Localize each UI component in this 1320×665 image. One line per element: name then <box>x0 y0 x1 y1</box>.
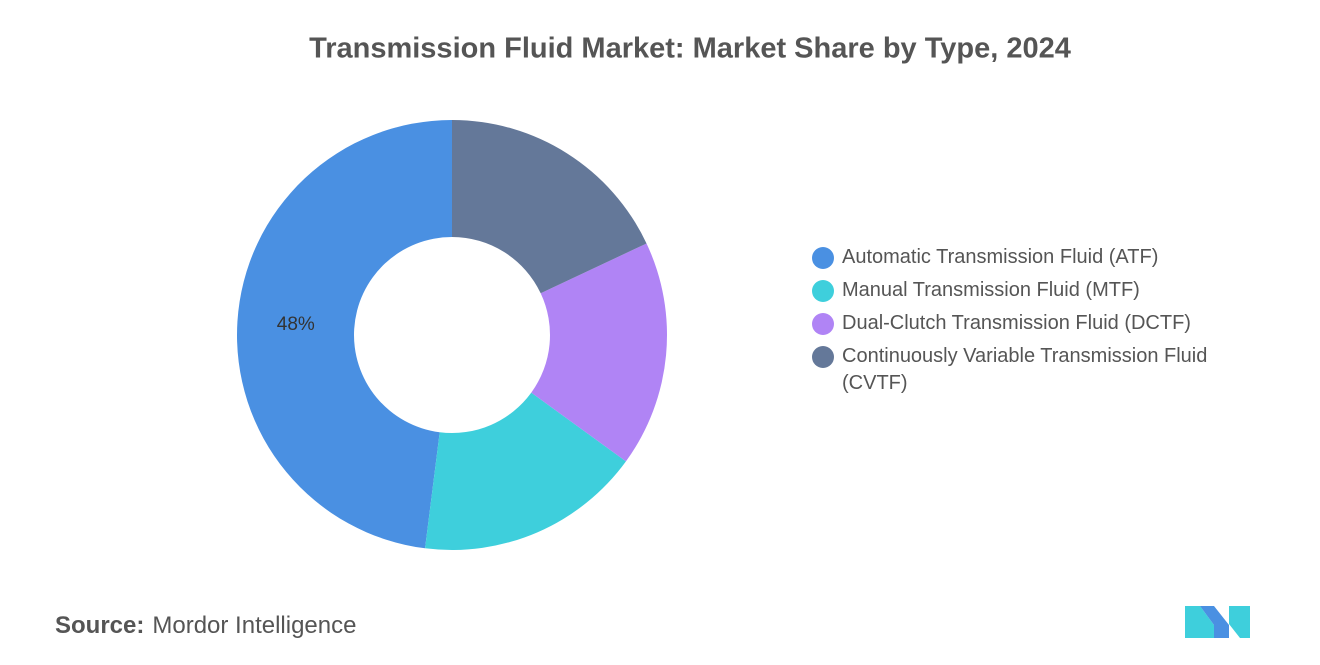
legend-item: Automatic Transmission Fluid (ATF) <box>812 244 1252 271</box>
slice <box>531 243 667 462</box>
legend-item: Manual Transmission Fluid (MTF) <box>812 277 1252 304</box>
legend-item: Dual-Clutch Transmission Fluid (DCTF) <box>812 310 1252 337</box>
legend: Automatic Transmission Fluid (ATF) Manual… <box>812 244 1252 403</box>
legend-label: Manual Transmission Fluid (MTF) <box>842 279 1140 301</box>
slice-label: 48% <box>277 314 315 335</box>
legend-label: Automatic Transmission Fluid (ATF) <box>842 246 1159 268</box>
legend-swatch <box>812 346 834 368</box>
legend-item: Continuously Variable Transmission Fluid… <box>812 343 1252 397</box>
slice <box>452 120 647 294</box>
chart-title: Transmission Fluid Market: Market Share … <box>309 33 1071 65</box>
slice <box>425 392 626 551</box>
legend-label: Continuously Variable Transmission Fluid… <box>842 345 1208 394</box>
slice <box>236 120 452 549</box>
source-label: Source: <box>55 612 145 639</box>
legend-swatch <box>812 247 834 269</box>
legend-swatch <box>812 313 834 335</box>
source-text: Mordor Intelligence <box>152 612 357 639</box>
legend-label: Dual-Clutch Transmission Fluid (DCTF) <box>842 312 1191 334</box>
legend-swatch <box>812 280 834 302</box>
logo <box>1185 606 1250 638</box>
source: Source: Mordor Intelligence <box>55 612 356 640</box>
